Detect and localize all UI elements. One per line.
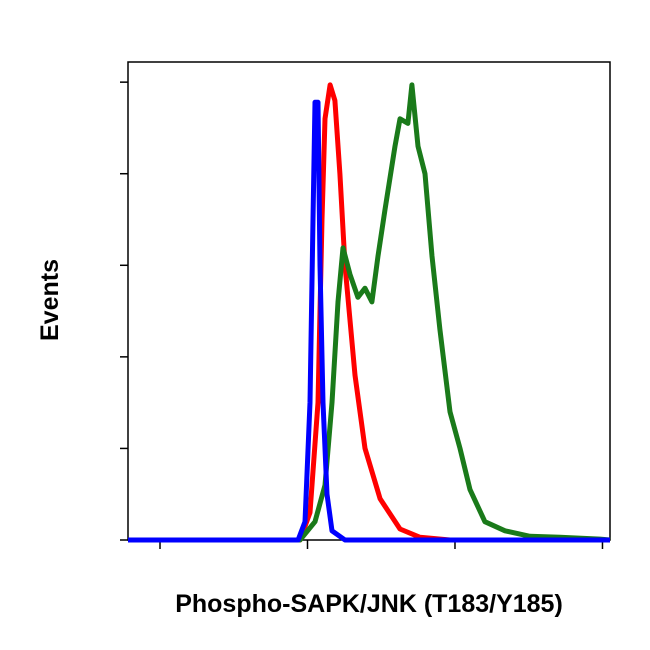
y-axis-label: Events <box>36 259 64 341</box>
histogram-line <box>128 82 611 543</box>
histogram-line <box>128 82 610 543</box>
histogram-line <box>128 99 610 543</box>
x-axis-label: Phospho-SAPK/JNK (T183/Y185) <box>175 590 563 618</box>
